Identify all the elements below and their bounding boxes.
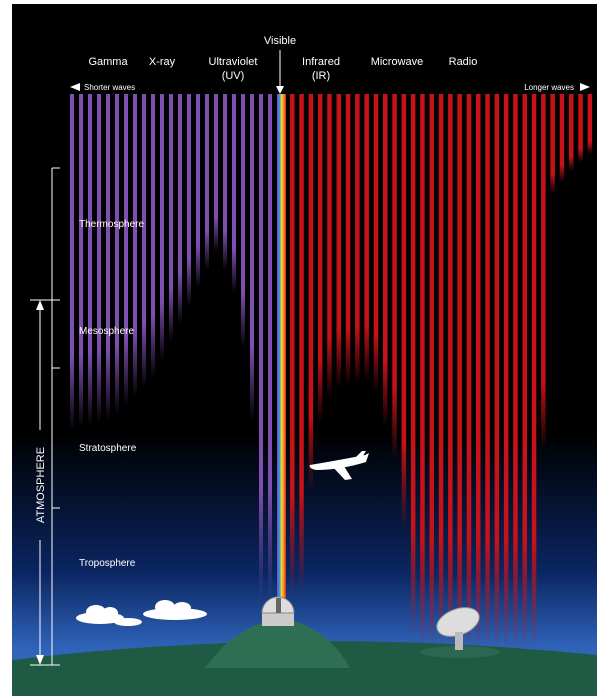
visible-band: [277, 94, 286, 599]
uv-stripe: [142, 94, 146, 388]
ir-stripe: [485, 94, 490, 650]
ir-stripe: [336, 94, 341, 389]
ir-stripe: [299, 94, 304, 592]
ir-stripe: [587, 94, 593, 154]
ir-stripe: [355, 94, 360, 384]
ir-stripe: [383, 94, 388, 427]
ir-stripe: [476, 94, 481, 650]
uv-stripe: [196, 94, 200, 288]
uv-stripe: [169, 94, 173, 342]
ir-stripe: [550, 94, 555, 194]
altitude-scale: [30, 167, 60, 666]
shorter-label: Shorter waves: [84, 83, 135, 92]
band-label: (IR): [312, 70, 330, 82]
band-label: Microwave: [371, 56, 424, 68]
longer-arrow: [580, 83, 590, 91]
ir-stripe: [308, 94, 314, 491]
ir-stripe: [494, 94, 500, 650]
layer-label: Mesosphere: [79, 326, 134, 337]
ir-stripe: [513, 94, 518, 650]
clouds: [76, 600, 207, 626]
uv-stripe: [241, 94, 245, 348]
ir-stripe: [522, 94, 527, 650]
ir-stripe: [429, 94, 434, 650]
ir-stripe: [578, 94, 583, 163]
uv-stripe: [259, 94, 263, 600]
uv-stripe: [106, 94, 110, 421]
uv-stripe: [79, 94, 83, 428]
uv-stripe: [214, 94, 218, 252]
uv-stripe: [97, 94, 101, 424]
uv-stripe: [205, 94, 209, 270]
band-label: Ultraviolet: [209, 56, 258, 68]
ir-stripe: [457, 94, 462, 650]
ir-stripe: [290, 94, 295, 595]
longer-label: Longer waves: [524, 83, 574, 92]
uv-stripe: [187, 94, 191, 306]
ir-stripe: [438, 94, 444, 650]
ir-stripe: [373, 94, 379, 394]
visible-label: Visible: [264, 35, 296, 47]
ir-stripe: [569, 94, 574, 172]
uv-stripe: [70, 94, 74, 430]
uv-stripe: [178, 94, 182, 324]
band-label: Radio: [449, 56, 478, 68]
ir-stripe: [503, 94, 509, 650]
band-label: (UV): [222, 70, 245, 82]
ir-stripe: [401, 94, 407, 530]
uv-stripe: [133, 94, 137, 397]
ir-stripe: [466, 94, 472, 650]
uv-stripe: [268, 94, 272, 600]
ir-stripe: [327, 94, 332, 398]
visible-arrowhead: [276, 86, 284, 94]
shorter-arrow: [70, 83, 80, 91]
ir-stripe: [364, 94, 369, 382]
layer-label: Stratosphere: [79, 443, 137, 454]
band-label: Gamma: [88, 56, 128, 68]
band-label: X-ray: [149, 56, 176, 68]
layer-label: Thermosphere: [79, 219, 144, 230]
uv-stripe: [250, 94, 254, 420]
uv-stripe: [160, 94, 164, 360]
uv-stripe: [151, 94, 155, 378]
ir-stripe: [410, 94, 416, 636]
ir-stripe: [448, 94, 453, 650]
layer-label: Troposphere: [79, 558, 136, 569]
uv-stripe: [124, 94, 128, 406]
atmosphere-label: ATMOSPHERE: [35, 447, 47, 523]
ir-stripe: [345, 94, 351, 387]
ir-stripe: [392, 94, 397, 461]
stripes: [70, 94, 593, 650]
airplane: [309, 451, 369, 480]
dish-stand: [455, 632, 463, 650]
ir-stripe: [541, 94, 546, 451]
uv-stripe: [88, 94, 92, 426]
ir-stripe: [531, 94, 537, 650]
uv-stripe: [115, 94, 119, 415]
uv-stripe: [223, 94, 227, 270]
pad: [420, 646, 500, 658]
observatory: [262, 612, 294, 626]
uv-stripe: [232, 94, 236, 293]
hill: [205, 619, 350, 668]
labels: Gamma X-ray Ultraviolet (UV) Infrared (IR) Mic…: [79, 56, 477, 569]
ir-stripe: [559, 94, 565, 183]
dome-slit: [276, 598, 281, 613]
ir-stripe: [420, 94, 425, 650]
band-label: Infrared: [302, 56, 340, 68]
ir-stripe: [317, 94, 323, 424]
